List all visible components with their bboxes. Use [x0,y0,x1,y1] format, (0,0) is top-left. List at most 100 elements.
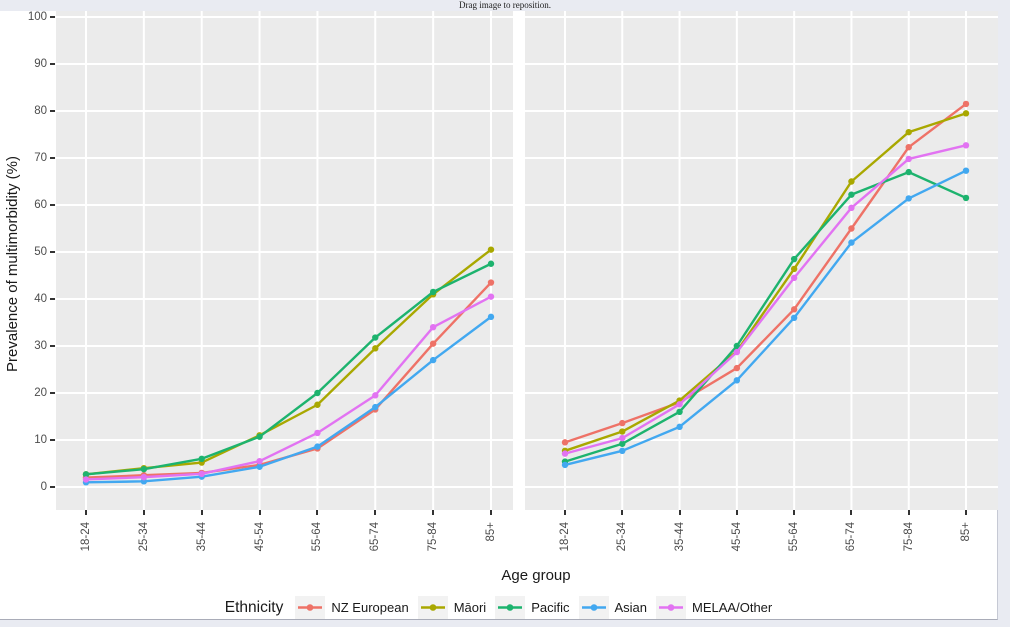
data-point [314,429,321,437]
legend-key-point [307,604,314,611]
x-axis-tick-label: 85+ [960,522,972,542]
data-point [487,260,495,267]
data-point [848,178,855,185]
series-line-asian [564,169,967,467]
data-point [790,306,798,313]
data-point [429,288,437,296]
data-point [140,473,148,481]
y-axis-tick-mark [50,63,55,65]
legend-label: MELAA/Other [692,600,773,615]
series-points-pacific [82,260,495,478]
y-axis-tick-label: 90 [34,58,47,70]
y-axis-tick-label: 60 [34,199,47,211]
x-axis-tick-label: 75-84 [427,522,440,552]
x-axis-tick-mark [432,510,435,515]
x-axis-tick-mark [258,510,261,515]
legend-item-nz-european: NZ European [295,596,409,619]
series-points-asian [561,167,970,469]
legend-key-point [667,604,675,611]
data-point [962,142,970,149]
data-point [561,461,569,469]
x-axis-tick-mark [142,510,145,515]
data-point [619,434,626,442]
data-point [848,204,855,212]
data-point [372,403,379,411]
legend-label: Māori [453,600,487,615]
data-point [619,419,626,427]
legend-item-pacific: Pacific [495,596,570,619]
x-axis-tick-mark [200,510,203,515]
data-point [82,476,90,483]
y-axis-tick-mark [50,157,55,159]
data-point [676,423,683,431]
data-point [429,356,437,364]
y-axis-tick-mark [50,110,55,112]
x-axis-tick-label: 65-74 [369,522,382,552]
x-axis-tick-label: 55-64 [788,522,801,552]
facet-panel-right [525,11,998,510]
x-axis-tick-mark [735,510,738,515]
x-axis-tick-mark [965,510,967,515]
y-axis-tick-mark [50,204,55,206]
y-axis-tick-label: 70 [34,152,47,164]
y-axis-tick-label: 40 [34,293,47,305]
legend-key-asian-icon [578,596,609,619]
data-point [82,471,90,478]
y-axis-tick-mark [50,251,55,253]
legend-title: Ethnicity [224,598,284,616]
x-axis-tick-mark [678,510,681,515]
data-point [487,293,495,300]
data-point [790,265,798,273]
legend-key-pacific-icon [495,596,526,619]
series-points-pacific [561,168,970,465]
series-line-maori [564,112,967,452]
x-axis-tick-label: 45-54 [253,522,266,552]
data-point [790,314,798,321]
data-point [487,246,495,253]
data-point [676,408,683,415]
series-points-melaa-other [82,293,495,483]
series-line-pacific [564,170,967,463]
facet-panel-left [56,11,513,510]
x-axis-tick-mark [850,510,853,515]
x-axis-tick-label: 25-34 [616,522,629,552]
legend-item-melaa-other: MELAA/Other [656,596,772,619]
y-axis-tick-label: 10 [34,434,47,446]
y-axis-tick-label: 20 [34,387,47,399]
legend-key-point [506,604,514,611]
x-axis-tick-mark [85,510,87,515]
data-point [256,457,263,465]
data-point [733,342,741,350]
legend-line-dot-icon [659,604,684,611]
y-axis-tick-mark [50,16,55,18]
data-point [619,447,626,455]
y-axis-tick-mark [50,392,55,394]
series-line-melaa-other [564,144,967,455]
y-axis-tick-mark [50,486,55,488]
x-axis-tick-mark [621,510,624,515]
legend-line-dot-icon [581,604,606,611]
data-point [372,345,379,352]
data-point [962,110,970,117]
x-axis-tick-label: 85+ [484,522,497,542]
data-point [198,455,205,462]
data-point [905,143,912,151]
y-axis-tick-mark [50,439,55,441]
x-axis-title: Age group [501,567,571,584]
chart-image[interactable]: Prevalence of multimorbidity (%) 0 10 20 30… [0,11,998,620]
legend-label: NZ European [331,600,409,615]
data-point [561,439,569,446]
data-point [848,191,855,198]
data-point [848,239,855,246]
data-point [429,340,437,347]
data-point [676,401,683,408]
data-point [905,168,912,176]
data-point [256,463,263,470]
legend-line-dot-icon [298,604,323,611]
x-axis-tick-mark [374,510,377,515]
x-axis-tick-mark [316,510,319,515]
data-point [256,433,263,440]
x-axis-tick-label: 65-74 [845,522,858,552]
data-point [962,167,970,174]
series-line-asian [85,315,492,484]
